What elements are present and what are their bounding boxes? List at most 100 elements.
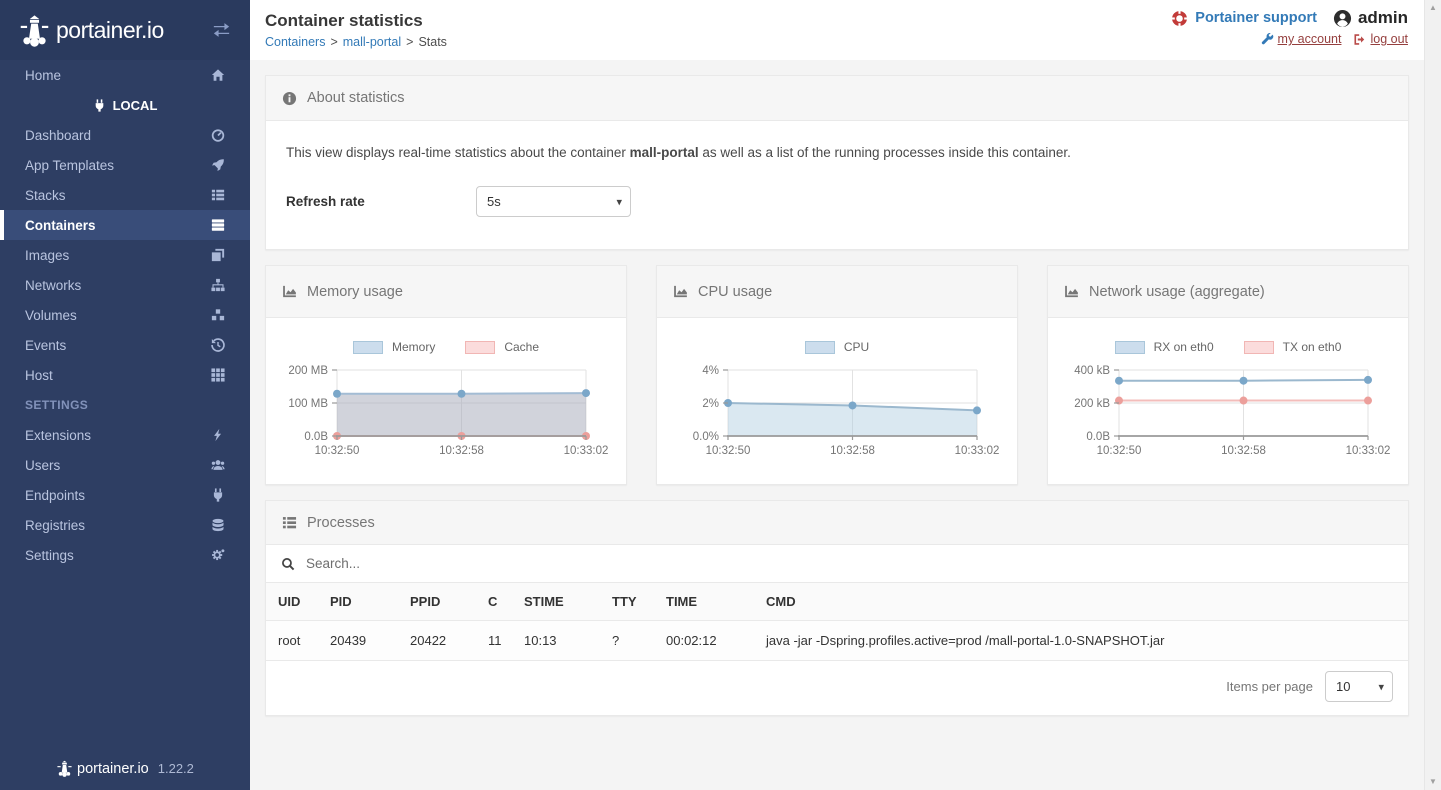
sidebar-item-settings[interactable]: Settings — [0, 540, 250, 570]
sidebar-item-label: Registries — [25, 518, 85, 533]
column-header-pid: PID — [318, 583, 398, 621]
sidebar-item-stacks[interactable]: Stacks — [0, 180, 250, 210]
svg-text:400 kB: 400 kB — [1074, 365, 1110, 377]
area-chart-icon — [1064, 284, 1079, 299]
search-input[interactable] — [304, 555, 1393, 572]
charts-row: Memory usage Memory Cache 200 MB100 MB0.… — [265, 265, 1409, 485]
sidebar-item-networks[interactable]: Networks — [0, 270, 250, 300]
chart-body: CPU 4%2%0.0%10:32:5010:32:5810:33:02 — [657, 318, 1017, 460]
sidebar-item-extensions[interactable]: Extensions — [0, 420, 250, 450]
portainer-logo-icon — [18, 14, 51, 47]
cell-stime: 10:13 — [512, 621, 600, 661]
sidebar-item-registries[interactable]: Registries — [0, 510, 250, 540]
memory-usage-chart: 200 MB100 MB0.0B10:32:5010:32:5810:33:02 — [281, 364, 611, 460]
column-header-time: TIME — [654, 583, 754, 621]
sidebar-toggle-icon[interactable] — [211, 21, 232, 39]
sidebar-item-endpoints[interactable]: Endpoints — [0, 480, 250, 510]
table-row: root20439204221110:13?00:02:12java -jar … — [266, 621, 1408, 661]
network-usage-chart: 400 kB200 kB0.0B10:32:5010:32:5810:33:02 — [1063, 364, 1393, 460]
area-chart-icon — [282, 284, 297, 299]
processes-table: UIDPIDPPIDCSTIMETTYTIMECMD root204392042… — [266, 583, 1408, 661]
sidebar-item-volumes[interactable]: Volumes — [0, 300, 250, 330]
sidebar-item-images[interactable]: Images — [0, 240, 250, 270]
breadcrumb-mall-portal[interactable]: mall-portal — [343, 35, 401, 49]
history-icon — [211, 338, 225, 352]
cell-uid: root — [266, 621, 318, 661]
about-description: This view displays real-time statistics … — [286, 144, 1388, 162]
column-header-stime: STIME — [512, 583, 600, 621]
sidebar-item-users[interactable]: Users — [0, 450, 250, 480]
sidebar-item-label: Containers — [25, 218, 96, 233]
topbar: Container statistics Containers>mall-por… — [250, 0, 1424, 60]
refresh-rate-row: Refresh rate 5s — [286, 186, 1388, 217]
page-scrollbar[interactable]: ▲ ▼ — [1424, 0, 1441, 790]
cpu-usage-chart: 4%2%0.0%10:32:5010:32:5810:33:02 — [672, 364, 1002, 460]
portainer-support-link[interactable]: Portainer support — [1171, 10, 1317, 27]
portainer-footer-logo-icon — [56, 760, 73, 777]
cell-time: 00:02:12 — [654, 621, 754, 661]
sidebar-item-events[interactable]: Events — [0, 330, 250, 360]
svg-text:2%: 2% — [702, 398, 719, 410]
plug-icon — [211, 488, 225, 502]
network-usage-widget: Network usage (aggregate) RX on eth0 TX … — [1047, 265, 1409, 485]
scrollbar-up-arrow[interactable]: ▲ — [1429, 4, 1437, 12]
about-widget-title: About statistics — [307, 90, 405, 106]
chart-widget-title: Network usage (aggregate) — [1089, 284, 1265, 300]
support-label: Portainer support — [1195, 10, 1317, 26]
sidebar-item-label: Networks — [25, 278, 81, 293]
sidebar-item-host[interactable]: Host — [0, 360, 250, 390]
legend-label: Memory — [392, 340, 435, 354]
legend-swatch — [1115, 341, 1145, 354]
content: About statistics This view displays real… — [250, 60, 1424, 790]
svg-text:10:32:50: 10:32:50 — [706, 445, 751, 457]
column-header-ppid: PPID — [398, 583, 476, 621]
scrollbar-down-arrow[interactable]: ▼ — [1429, 778, 1437, 786]
chart-legend: CPU — [672, 340, 1002, 354]
chart-widget-title: CPU usage — [698, 284, 772, 300]
breadcrumb-stats: Stats — [418, 35, 447, 49]
chart-widget-title: Memory usage — [307, 284, 403, 300]
sign-out-icon — [1353, 33, 1366, 46]
sidebar-item-label: Extensions — [25, 428, 91, 443]
cpu-usage-widget: CPU usage CPU 4%2%0.0%10:32:5010:32:5810… — [656, 265, 1018, 485]
sidebar-local-items: Dashboard App Templates Stacks Containers Im… — [0, 120, 250, 390]
plug-icon — [93, 99, 106, 112]
column-header-cmd: CMD — [754, 583, 1408, 621]
container-name: mall-portal — [630, 145, 699, 160]
gauge-icon — [211, 128, 225, 142]
breadcrumb-containers[interactable]: Containers — [265, 35, 325, 49]
logout-link[interactable]: log out — [1353, 32, 1408, 46]
sidebar-item-label: App Templates — [25, 158, 114, 173]
sidebar-item-containers[interactable]: Containers — [0, 210, 250, 240]
items-per-page-select[interactable]: 10 — [1325, 671, 1393, 702]
sidebar-item-dashboard[interactable]: Dashboard — [0, 120, 250, 150]
items-per-page-select-wrap: 10 — [1325, 671, 1393, 702]
my-account-link[interactable]: my account — [1261, 32, 1342, 46]
table-header-row: UIDPIDPPIDCSTIMETTYTIMECMD — [266, 583, 1408, 621]
sidebar-item-app-templates[interactable]: App Templates — [0, 150, 250, 180]
chart-widget-header: Memory usage — [266, 266, 626, 318]
refresh-rate-select[interactable]: 5s — [476, 186, 631, 217]
legend-label: RX on eth0 — [1154, 340, 1214, 354]
items-per-page-label: Items per page — [1226, 679, 1313, 694]
lifebuoy-icon — [1171, 10, 1188, 27]
about-statistics-widget: About statistics This view displays real… — [265, 75, 1409, 250]
sidebar-item-home[interactable]: Home — [0, 60, 250, 90]
svg-text:200 MB: 200 MB — [288, 365, 328, 377]
chart-widget-header: CPU usage — [657, 266, 1017, 318]
settings-section-header: SETTINGS — [0, 390, 250, 420]
search-icon — [281, 557, 295, 571]
cell-cmd: java -jar -Dspring.profiles.active=prod … — [754, 621, 1408, 661]
svg-text:10:33:02: 10:33:02 — [955, 445, 1000, 457]
table-footer: Items per page 10 — [266, 661, 1408, 715]
svg-text:10:32:50: 10:32:50 — [1097, 445, 1142, 457]
sidebar-item-label: Users — [25, 458, 60, 473]
cubes-icon — [211, 308, 225, 322]
breadcrumb-separator: > — [406, 35, 413, 49]
svg-text:10:32:58: 10:32:58 — [1221, 445, 1266, 457]
legend-item-cpu: CPU — [805, 340, 869, 354]
sidebar-item-label: Dashboard — [25, 128, 91, 143]
cell-ppid: 20422 — [398, 621, 476, 661]
app-window: portainer.io Home LOCAL DashboardApp Tem… — [0, 0, 1441, 790]
column-header-uid: UID — [266, 583, 318, 621]
